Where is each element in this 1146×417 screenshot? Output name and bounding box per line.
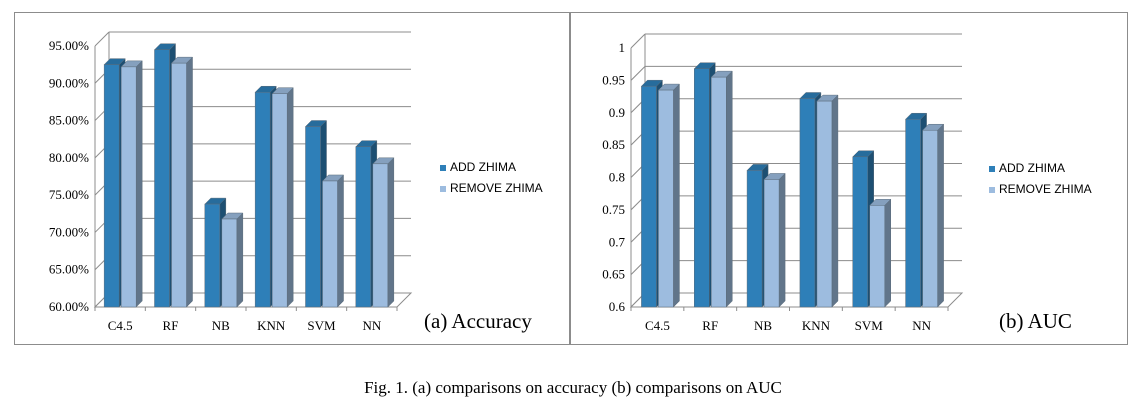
bar-front — [271, 93, 288, 308]
bar-remove-zhima-svm — [869, 198, 892, 308]
bar-front — [694, 68, 710, 308]
bar-side — [337, 174, 344, 308]
gridline-side — [630, 66, 646, 81]
bar-front — [746, 170, 763, 308]
legend-label: REMOVE ZHIMA — [450, 181, 543, 195]
bar-front — [305, 126, 321, 308]
y-tick-label: 60.00% — [49, 299, 89, 314]
y-tick-label: 0.65 — [602, 267, 625, 282]
legend-label: ADD ZHIMA — [999, 161, 1065, 175]
bar-front — [204, 203, 221, 308]
x-tick-label: KNN — [802, 318, 831, 333]
legend-label: REMOVE ZHIMA — [999, 182, 1092, 196]
bar-front — [922, 129, 938, 308]
bar-front — [658, 89, 674, 308]
bar-front — [322, 180, 338, 308]
y-tick-label: 90.00% — [49, 75, 89, 90]
bar-remove-zhima-c45 — [657, 83, 681, 308]
accuracy-panel-label: (a) Accuracy — [424, 309, 532, 333]
bar-side — [726, 70, 733, 308]
bar-front — [799, 98, 816, 308]
y-tick-label: 65.00% — [49, 262, 89, 277]
y-tick-label: 85.00% — [49, 113, 89, 128]
x-tick-label: C4.5 — [108, 318, 133, 333]
bar-remove-zhima-c45 — [120, 60, 143, 308]
bar-side — [673, 83, 680, 308]
bar-front — [103, 64, 120, 308]
bar-front — [221, 218, 238, 308]
bar-front — [120, 66, 137, 308]
legend-swatch — [989, 166, 995, 172]
bar-side — [884, 198, 891, 308]
bar-front — [852, 156, 868, 308]
legend-swatch — [440, 186, 446, 192]
x-tick-label: NN — [912, 318, 931, 333]
bar-side — [937, 123, 944, 308]
x-tick-label: C4.5 — [645, 318, 670, 333]
bar-remove-zhima-knn — [816, 94, 839, 308]
y-tick-label: 0.85 — [602, 137, 625, 152]
x-tick-label: RF — [702, 318, 718, 333]
x-tick-label: SVM — [855, 318, 884, 333]
legend-swatch — [989, 187, 995, 193]
bar-remove-zhima-nn — [921, 123, 945, 308]
bar-side — [831, 94, 839, 308]
y-tick-label: 0.8 — [609, 170, 625, 185]
y-tick-label: 0.6 — [609, 299, 626, 314]
y-tick-label: 70.00% — [49, 224, 89, 239]
x-tick-label: SVM — [307, 318, 336, 333]
y-tick-label: 95.00% — [49, 38, 89, 53]
y-tick-label: 75.00% — [49, 187, 89, 202]
gridline-side — [630, 33, 646, 49]
bar-front — [905, 118, 921, 308]
bar-remove-zhima-nn — [372, 157, 395, 308]
bar-remove-zhima-rf — [170, 56, 194, 308]
y-tick-label: 0.9 — [609, 105, 625, 120]
bar-remove-zhima-knn — [271, 87, 294, 308]
bar-front — [171, 62, 187, 308]
auc-chart-panel: 0.6 0.65 0.7 0.75 0.8 0.85 0.9 0.95 1 C4.5 RF NB KNN… — [570, 12, 1128, 345]
legend-label: ADD ZHIMA — [450, 160, 516, 174]
bar-side — [286, 87, 294, 308]
y-tick-label: 80.00% — [49, 150, 89, 165]
bar-front — [816, 100, 833, 308]
bar-front — [763, 179, 780, 308]
y-tick-label: 0.75 — [602, 202, 625, 217]
x-tick-label: KNN — [257, 318, 286, 333]
bar-side — [236, 212, 244, 308]
bar-remove-zhima-nb — [763, 172, 786, 308]
bar-side — [186, 56, 193, 308]
y-tick-label: 0.95 — [602, 72, 625, 87]
bar-front — [355, 146, 372, 308]
auc-chart: 0.6 0.65 0.7 0.75 0.8 0.85 0.9 0.95 1 C4.5 RF NB KNN… — [602, 33, 1092, 333]
auc-panel-label: (b) AUC — [999, 309, 1072, 333]
y-tick-label: 1 — [619, 40, 626, 55]
bar-remove-zhima-nb — [221, 212, 244, 308]
bar-front — [869, 205, 885, 308]
legend-swatch — [440, 165, 446, 171]
bar-front — [711, 76, 727, 308]
x-tick-label: RF — [163, 318, 179, 333]
figure-caption: Fig. 1. (a) comparisons on accuracy (b) … — [364, 378, 782, 397]
bar-front — [254, 91, 271, 308]
bar-side — [387, 157, 395, 308]
x-tick-label: NB — [212, 318, 230, 333]
bar-front — [154, 49, 170, 308]
bar-front — [372, 163, 389, 308]
y-tick-label: 0.7 — [609, 234, 626, 249]
gridline-side — [94, 31, 110, 47]
bar-front — [641, 85, 657, 308]
accuracy-chart-panel: 60.00% 65.00% 70.00% 75.00% 80.00% 85.00% 90.0… — [14, 12, 570, 345]
x-tick-label: NN — [362, 318, 381, 333]
bar-side — [778, 172, 786, 308]
bar-remove-zhima-svm — [321, 174, 345, 308]
bar-side — [135, 60, 143, 308]
bar-remove-zhima-rf — [710, 70, 733, 308]
x-tick-label: NB — [754, 318, 772, 333]
accuracy-chart: 60.00% 65.00% 70.00% 75.00% 80.00% 85.00% 90.0… — [49, 31, 543, 333]
